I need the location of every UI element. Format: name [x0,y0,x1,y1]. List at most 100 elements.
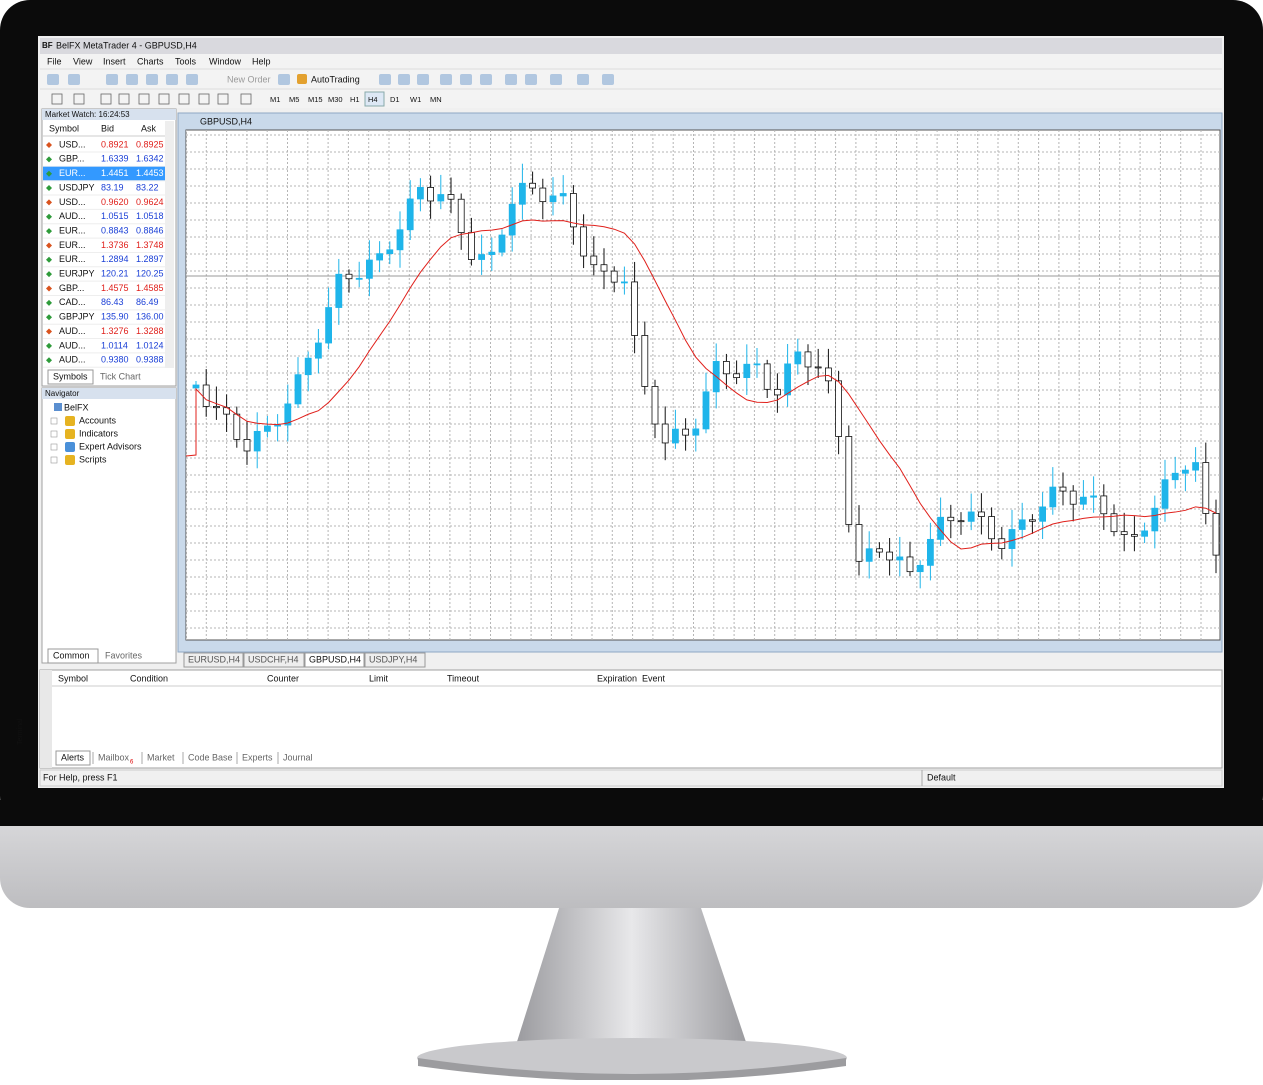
toolbar-icon[interactable] [106,74,118,85]
menu-item[interactable]: Tools [175,56,197,66]
candle-body [447,194,455,200]
symbol[interactable]: AUD... [59,326,86,336]
timeframe-button[interactable]: W1 [410,95,421,104]
candle-body [774,388,781,396]
toolbar-icon[interactable] [379,74,391,85]
candle-body [457,198,465,233]
candle-body [437,194,445,202]
tool-icon[interactable] [118,93,130,105]
candle-body [865,548,873,562]
timeframe-button[interactable]: D1 [390,95,400,104]
tool-icon[interactable] [158,93,170,105]
terminal-tab[interactable]: Code Base [188,752,233,762]
terminal-column: Counter [267,673,299,683]
tab[interactable]: Symbols [53,371,88,381]
symbol[interactable]: EUR... [59,240,86,250]
toolbar-icon[interactable] [417,74,429,85]
toolbar-icon[interactable] [480,74,492,85]
symbol[interactable]: GBPJPY [59,312,95,322]
column-header: Ask [141,123,157,133]
timeframe-button[interactable]: MN [430,95,442,104]
menu-item[interactable]: Charts [137,56,164,66]
timeframe-button[interactable]: M30 [328,95,343,104]
toolbar-icon[interactable] [126,74,138,85]
timeframe-button[interactable]: H1 [350,95,360,104]
symbol[interactable]: GBP... [59,283,84,293]
symbol-icon [46,342,52,349]
nav-root[interactable]: BelFX [64,402,89,412]
terminal-tab[interactable]: Mailbox [98,752,130,762]
tool-icon[interactable] [217,93,229,105]
tool-icon[interactable] [240,93,252,105]
timeframe-button[interactable]: H4 [368,95,378,104]
symbol[interactable]: USD... [59,197,86,207]
new-order-button[interactable]: New Order [227,74,271,84]
candle-body [723,361,730,375]
menu-item[interactable]: Help [252,56,271,66]
symbol[interactable]: USDJPY [59,182,95,192]
tool-icon[interactable] [138,93,150,105]
toolbar-icon[interactable] [460,74,472,85]
toolbar-icon[interactable] [440,74,452,85]
nav-item[interactable]: Scripts [79,454,107,464]
toolbar-icon[interactable] [602,74,614,85]
ask: 0.9624 [136,197,164,207]
auto-trading-button[interactable]: AutoTrading [311,74,360,84]
candle-body [263,425,271,432]
symbol[interactable]: EUR... [59,168,86,178]
candle-body [325,307,333,344]
tool-icon[interactable] [178,93,190,105]
tool-icon[interactable] [51,93,63,105]
chart-tab-label[interactable]: USDCHF,H4 [248,654,299,664]
toolbar-icon[interactable] [525,74,537,85]
terminal-tab[interactable]: Market [147,752,175,762]
tool-icon[interactable] [73,93,85,105]
status-profile: Default [927,772,956,782]
menu-item[interactable]: Window [209,56,242,66]
menu-item[interactable]: Insert [103,56,126,66]
toolbar-icon[interactable] [398,74,410,85]
symbol[interactable]: AUD... [59,355,86,365]
terminal-tab[interactable]: Journal [283,752,313,762]
tool-icon[interactable] [100,93,112,105]
toolbar-icon[interactable] [577,74,589,85]
symbol[interactable]: AUD... [59,340,86,350]
toolbar-icon[interactable] [186,74,198,85]
toolbar-icon[interactable] [47,74,59,85]
chart-tab-label[interactable]: EURUSD,H4 [188,654,240,664]
symbol[interactable]: EURJPY [59,269,95,279]
chart-tab-label[interactable]: GBPUSD,H4 [309,654,361,664]
toolbar-icon[interactable] [278,74,290,85]
symbol-icon [46,299,52,306]
tab[interactable]: Common [53,650,90,660]
symbol[interactable]: CAD... [59,297,86,307]
nav-item[interactable]: Accounts [79,415,117,425]
menu-item[interactable]: View [73,56,93,66]
tab[interactable]: Tick Chart [100,371,141,381]
terminal-tab[interactable]: Experts [242,752,273,762]
toolbar-icon[interactable] [505,74,517,85]
bid: 120.21 [101,269,129,279]
candle-body [682,428,689,436]
tool-icon[interactable] [198,93,210,105]
nav-item[interactable]: Expert Advisors [79,441,142,451]
tab[interactable]: Favorites [105,650,143,660]
symbol[interactable]: EUR... [59,254,86,264]
symbol[interactable]: GBP... [59,154,84,164]
timeframe-button[interactable]: M1 [270,95,280,104]
symbol[interactable]: USD... [59,139,86,149]
symbol[interactable]: EUR... [59,225,86,235]
toolbar-icon[interactable] [146,74,158,85]
toolbar-icon[interactable] [166,74,178,85]
candle-body [1100,495,1108,515]
toolbar-icon[interactable] [550,74,562,85]
timeframe-button[interactable]: M5 [289,95,299,104]
terminal-tab[interactable]: Alerts [61,752,85,762]
menu-item[interactable]: File [47,56,62,66]
nav-item[interactable]: Indicators [79,428,119,438]
timeframe-button[interactable]: M15 [308,95,323,104]
symbol[interactable]: AUD... [59,211,86,221]
chart-tab-label[interactable]: USDJPY,H4 [369,654,417,664]
toolbar-icon[interactable] [68,74,80,85]
app-window: BF BelFX MetaTrader 4 - GBPUSD,H4 Market… [17,38,1223,787]
